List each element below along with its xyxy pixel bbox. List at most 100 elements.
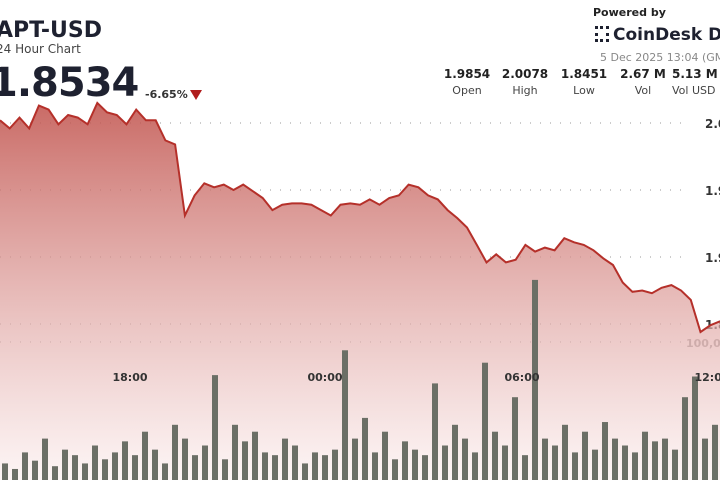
x-tick-label: 00:00 (307, 371, 342, 384)
volume-bar (342, 350, 348, 480)
volume-bar (642, 431, 648, 480)
volume-bar (132, 455, 138, 480)
volume-bar (372, 452, 378, 480)
brand-name: CoinDesk Data (613, 25, 720, 45)
volume-bar (202, 445, 208, 480)
volume-bar (322, 455, 328, 480)
volume-bar (332, 449, 338, 480)
stat-value: 2.67 M (620, 67, 666, 81)
volume-bar (162, 463, 168, 480)
stat-low: 1.8451 Low (554, 67, 614, 97)
volume-bar (292, 445, 298, 480)
y-tick-label: 2.0 (705, 117, 720, 131)
volume-bar (12, 468, 18, 480)
stat-high: 2.0078 High (495, 67, 555, 97)
volume-bar (502, 445, 508, 480)
volume-bar (612, 438, 618, 480)
stat-vol: 2.67 M Vol (613, 67, 673, 97)
x-tick-label: 12:00 (694, 371, 720, 384)
volume-bar (92, 445, 98, 480)
volume-bar (522, 455, 528, 480)
stat-label: High (512, 84, 538, 97)
volume-bar (382, 431, 388, 480)
volume-bar (442, 445, 448, 480)
volume-bar (182, 438, 188, 480)
volume-bar (582, 431, 588, 480)
volume-bar (62, 449, 68, 480)
volume-bar (82, 463, 88, 480)
stat-label: Open (452, 84, 482, 97)
volume-bar (632, 452, 638, 480)
stat-value: 1.9854 (443, 67, 491, 81)
volume-bar (172, 424, 178, 480)
volume-bar (122, 441, 128, 480)
volume-bar (52, 466, 58, 480)
stat-open: 1.9854 Open (437, 67, 497, 97)
stat-value: 5.13 M (672, 67, 718, 81)
volume-bar (592, 449, 598, 480)
volume-bar (282, 438, 288, 480)
volume-bar (242, 441, 248, 480)
timestamp: 5 Dec 2025 13:04 (GMT) (600, 51, 720, 64)
stat-label: Vol USD (672, 84, 716, 97)
volume-bar (272, 455, 278, 480)
volume-bar (412, 449, 418, 480)
price-change: -6.65% (145, 88, 188, 101)
volume-bar (352, 438, 358, 480)
volume-bar (622, 445, 628, 480)
volume-bar (682, 397, 688, 480)
stat-label: Vol (634, 84, 652, 97)
x-tick-label: 18:00 (112, 371, 147, 384)
volume-bar (692, 376, 698, 480)
volume-bar (252, 431, 258, 480)
volume-bar (232, 424, 238, 480)
stat-label: Low (573, 84, 595, 97)
volume-bar (492, 431, 498, 480)
volume-bar (602, 422, 608, 480)
volume-bar (402, 441, 408, 480)
volume-bar (702, 438, 708, 480)
volume-bar (462, 438, 468, 480)
current-price: 1.8534 (0, 60, 139, 106)
volume-bar (652, 441, 658, 480)
volume-bar (72, 455, 78, 480)
volume-bar (562, 424, 568, 480)
volume-bar (532, 279, 538, 480)
volume-bar (312, 452, 318, 480)
volume-bar (422, 455, 428, 480)
ticker-title: APT-USD (0, 18, 103, 43)
volume-bar (432, 383, 438, 480)
powered-by-label: Powered by (593, 6, 666, 19)
volume-bar (672, 449, 678, 480)
volume-bar (662, 438, 668, 480)
y-tick-label: 1.9 (705, 251, 720, 265)
coindesk-logo-icon (595, 26, 609, 42)
volume-bar (212, 375, 218, 480)
volume-bar (452, 424, 458, 480)
chart-subtitle: 24 Hour Chart (0, 42, 81, 56)
price-line (0, 101, 720, 334)
volume-bar (572, 452, 578, 480)
volume-bar (712, 424, 718, 480)
volume-bar (152, 449, 158, 480)
volume-bar (262, 452, 268, 480)
volume-bar (2, 463, 8, 480)
volume-bar (32, 460, 38, 480)
volume-bar (42, 438, 48, 480)
volume-bar (142, 431, 148, 480)
volume-bar (392, 459, 398, 480)
volume-bar (112, 452, 118, 480)
stat-value: 1.8451 (560, 67, 608, 81)
volume-bar (222, 459, 228, 480)
volume-bar (482, 362, 488, 480)
volume-bar (302, 463, 308, 480)
down-arrow-icon (190, 90, 202, 100)
volume-bar (192, 455, 198, 480)
volume-bar (102, 459, 108, 480)
volume-bar (512, 397, 518, 480)
brand-logo: CoinDesk Data (595, 25, 720, 45)
volume-bar (472, 452, 478, 480)
volume-bar (362, 417, 368, 480)
price-area (0, 102, 720, 480)
